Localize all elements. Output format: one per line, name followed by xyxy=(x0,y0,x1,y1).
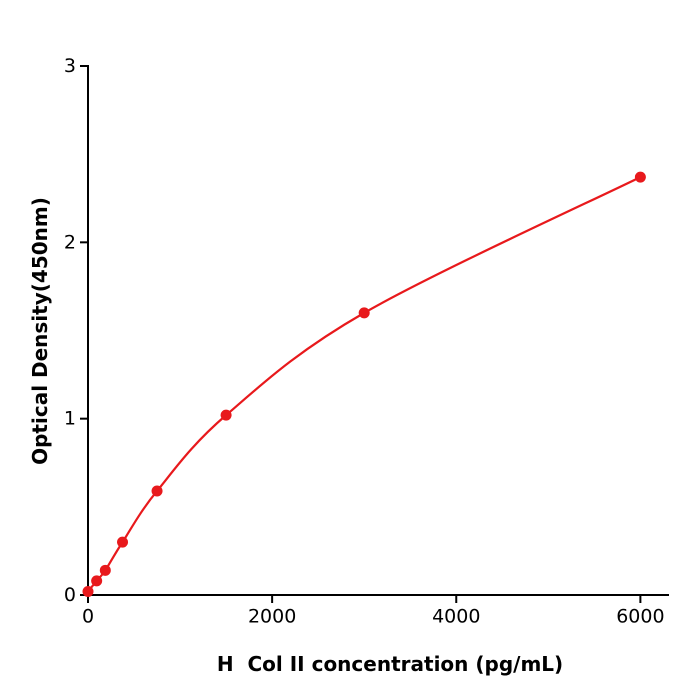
x-axis-title: H Col II concentration (pg/mL) xyxy=(216,652,564,676)
data-point xyxy=(151,485,163,497)
y-tick-label: 2 xyxy=(64,231,76,253)
x-tick-label: 2000 xyxy=(248,606,296,628)
standard-curve-line xyxy=(87,176,641,593)
data-point xyxy=(91,575,103,587)
data-point xyxy=(99,564,111,576)
data-point xyxy=(634,171,646,183)
y-tick-label: 1 xyxy=(64,408,76,430)
x-tick-label: 0 xyxy=(82,606,94,628)
data-point xyxy=(117,536,129,548)
data-point xyxy=(358,307,370,319)
x-tick-label: 6000 xyxy=(616,606,664,628)
data-point xyxy=(82,585,94,597)
x-tick-label: 4000 xyxy=(432,606,480,628)
data-point xyxy=(220,409,232,421)
y-tick-label: 3 xyxy=(64,55,76,77)
y-tick-label: 0 xyxy=(64,584,76,606)
axes xyxy=(80,65,669,603)
y-axis-title: Optical Density(450nm) xyxy=(28,197,52,465)
